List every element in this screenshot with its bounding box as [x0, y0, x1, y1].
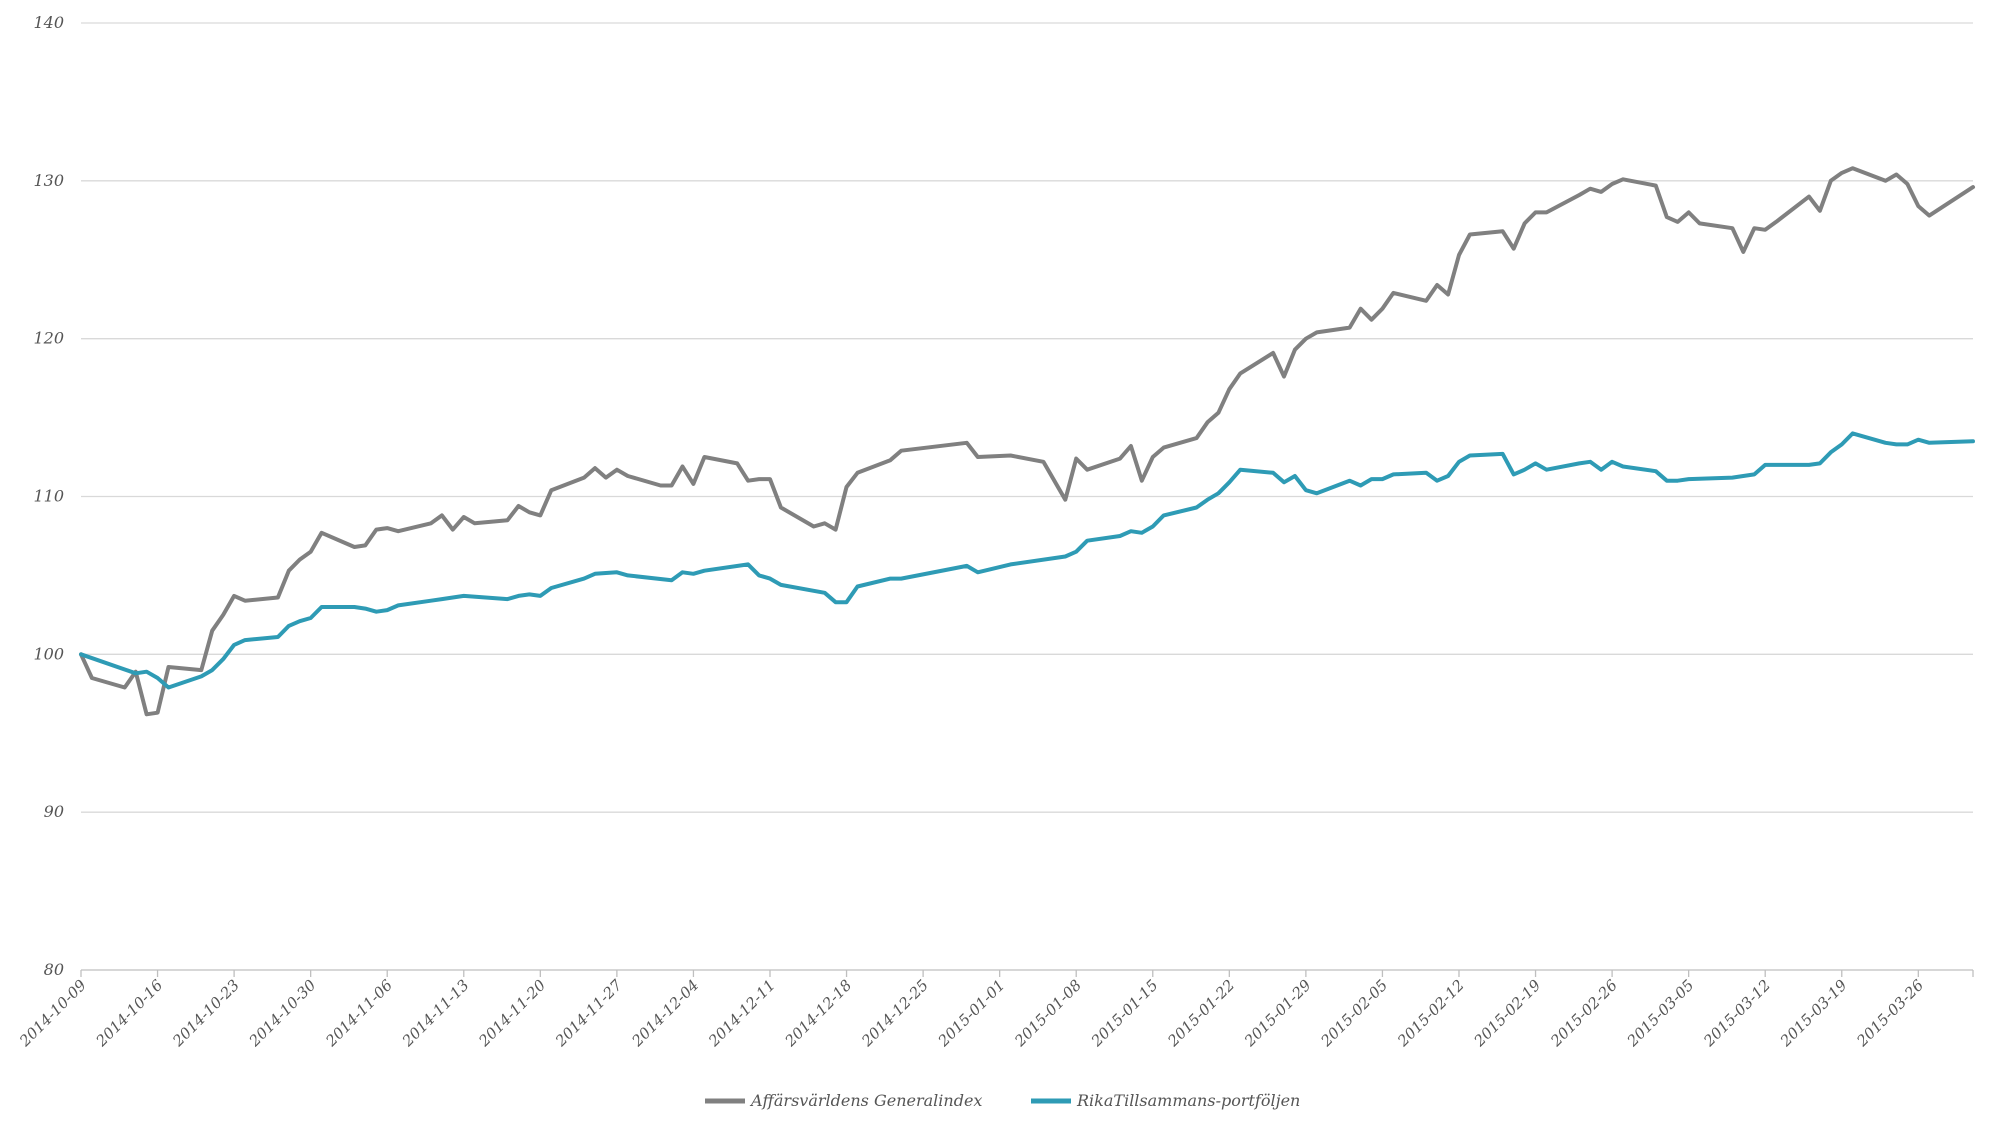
x-tick-label: 2015-01-08	[1010, 976, 1085, 1051]
x-tick-label: 2015-03-12	[1699, 976, 1774, 1051]
y-tick-label: 90	[44, 802, 64, 821]
x-tick-label: 2014-10-30	[245, 976, 320, 1051]
x-tick-label: 2015-02-26	[1546, 976, 1621, 1051]
x-tick-label: 2015-02-12	[1393, 976, 1468, 1051]
x-tick-label: 2014-11-06	[321, 976, 396, 1051]
x-tick-label: 2014-11-20	[475, 976, 550, 1051]
x-tick-label: 2014-12-25	[857, 976, 932, 1051]
x-tick-label: 2014-12-18	[781, 976, 856, 1051]
y-tick-label: 80	[44, 960, 64, 979]
x-tick-label: 2015-03-05	[1623, 976, 1698, 1051]
x-tick-label: 2014-10-16	[92, 976, 167, 1051]
x-tick-label: 2015-01-22	[1164, 976, 1239, 1051]
x-tick-label: 2015-03-19	[1776, 976, 1851, 1051]
y-tick-label: 130	[33, 171, 64, 190]
x-tick-label: 2015-01-15	[1087, 976, 1162, 1051]
series-line-2	[79, 431, 1975, 690]
x-tick-label: 2014-10-09	[15, 976, 90, 1051]
x-tick-label: 2014-11-13	[398, 976, 473, 1051]
x-tick-label: 2014-11-27	[551, 976, 626, 1051]
x-tick-label: 2015-01-01	[934, 976, 1009, 1051]
legend-label: RikaTillsammans-portföljen	[1076, 1091, 1300, 1110]
x-tick-label: 2015-02-05	[1317, 976, 1392, 1051]
legend-label: Affärsvärldens Generalindex	[749, 1091, 982, 1110]
y-tick-label: 110	[33, 487, 64, 506]
y-tick-label: 100	[33, 644, 64, 663]
x-tick-label: 2014-12-11	[704, 976, 779, 1051]
series-lines	[79, 166, 1975, 717]
x-tick-label: 2014-12-04	[628, 976, 703, 1051]
gridlines	[81, 22, 1973, 971]
x-axis-ticks: 2014-10-09 2014-10-16 2014-10-23 2014-10-30…	[15, 970, 1974, 1051]
x-tick-label: 2015-01-29	[1240, 976, 1315, 1051]
legend: Affärsvärldens Generalindex RikaTillsamma…	[705, 1091, 1300, 1110]
x-tick-label: 2015-02-19	[1470, 976, 1545, 1051]
series-line-1	[79, 166, 1975, 717]
y-axis-ticks: 80 90 100 110 120 130 140	[33, 13, 64, 979]
y-tick-label: 120	[33, 329, 64, 348]
y-tick-label: 140	[33, 13, 64, 32]
x-tick-label: 2014-10-23	[168, 976, 243, 1051]
x-tick-label: 2015-03-26	[1853, 976, 1928, 1051]
